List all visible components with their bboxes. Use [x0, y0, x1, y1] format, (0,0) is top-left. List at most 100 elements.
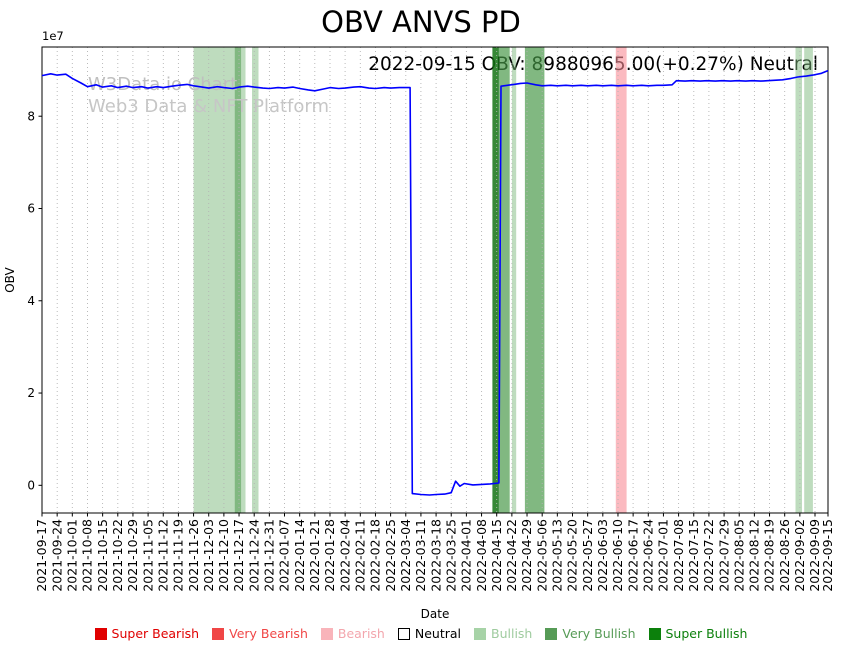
- x-tick-label: 2022-01-14: [292, 519, 307, 592]
- y-tick-label: 0: [27, 479, 35, 493]
- obv-line: [41, 69, 829, 496]
- x-tick-label: 2022-09-02: [792, 519, 807, 592]
- signal-band-very-bullish: [234, 47, 242, 513]
- signal-band-super-bullish: [492, 47, 499, 513]
- legend-item-super-bullish: Super Bullish: [648, 626, 748, 641]
- signal-legend: Super Bearish Very Bearish Bearish Neutr…: [0, 626, 842, 641]
- watermark-line2: Web3 Data & NFT Platform: [88, 96, 329, 117]
- x-tick-label: 2022-07-22: [701, 519, 716, 592]
- x-tick-label: 2022-03-25: [443, 519, 458, 592]
- signal-band-bullish: [795, 47, 802, 513]
- x-tick-label: 2022-02-25: [383, 519, 398, 592]
- x-tick-label: 2022-04-08: [474, 519, 489, 592]
- y-tick-label: 6: [27, 202, 35, 216]
- x-tick-label: 2022-01-21: [307, 519, 322, 592]
- super-bearish-swatch-icon: [94, 627, 107, 640]
- legend-label: Very Bearish: [229, 626, 308, 641]
- legend-label: Super Bearish: [111, 626, 200, 641]
- x-tick-label: 2022-02-18: [368, 519, 383, 592]
- x-tick-label: 2022-08-12: [747, 519, 762, 592]
- y-tick-label: 8: [27, 109, 35, 123]
- chart-title: OBV ANVS PD: [321, 5, 521, 39]
- x-tick-label: 2021-11-05: [140, 519, 155, 592]
- x-tick-label: 2021-12-24: [246, 519, 261, 592]
- x-tick-label: 2022-06-10: [610, 519, 625, 592]
- watermark-line1: W3Data.io Chart: [88, 74, 237, 95]
- x-tick-label: 2021-12-31: [262, 519, 277, 592]
- x-tick-label: 2022-08-19: [762, 519, 777, 592]
- legend-item-bullish: Bullish: [474, 626, 532, 641]
- x-tick-label: 2022-08-05: [731, 519, 746, 592]
- signal-band-bullish: [252, 47, 259, 513]
- x-tick-label: 2022-05-13: [550, 519, 565, 592]
- legend-item-bearish: Bearish: [320, 626, 385, 641]
- x-axis-label: Date: [421, 607, 450, 621]
- x-tick-label: 2021-11-19: [171, 519, 186, 592]
- x-tick-label: 2021-10-01: [65, 519, 80, 592]
- very-bearish-swatch-icon: [212, 627, 225, 640]
- x-tick-label: 2022-08-26: [777, 519, 792, 592]
- x-tick-label: 2022-07-29: [716, 519, 731, 592]
- x-tick-label: 2022-03-04: [398, 519, 413, 592]
- signal-band-bullish: [193, 47, 235, 513]
- x-tick-label: 2022-06-03: [595, 519, 610, 592]
- x-tick-label: 2022-01-28: [322, 519, 337, 592]
- signal-band-bullish: [241, 47, 246, 513]
- x-tick-label: 2021-11-12: [156, 519, 171, 592]
- y-axis-label: OBV: [3, 266, 17, 292]
- super-bullish-swatch-icon: [648, 627, 661, 640]
- x-tick-label: 2022-06-17: [625, 519, 640, 592]
- x-tick-label: 2022-02-04: [337, 519, 352, 592]
- y-axis-offset-text: 1e7: [42, 29, 64, 43]
- x-tick-label: 2022-09-09: [807, 519, 822, 592]
- legend-label: Neutral: [414, 626, 461, 641]
- x-tick-label: 2022-04-15: [489, 519, 504, 592]
- legend-item-very-bullish: Very Bullish: [545, 626, 636, 641]
- x-tick-label: 2022-04-29: [519, 519, 534, 592]
- y-tick-label: 4: [27, 294, 35, 308]
- legend-item-super-bearish: Super Bearish: [94, 626, 200, 641]
- x-tick-label: 2022-07-15: [686, 519, 701, 592]
- x-tick-label: 2022-04-22: [504, 519, 519, 592]
- plot-border: [41, 46, 829, 514]
- signal-band-bullish: [804, 47, 813, 513]
- legend-label: Bullish: [491, 626, 533, 641]
- signal-band-bearish: [615, 47, 627, 513]
- x-tick-label: 2022-02-11: [353, 519, 368, 592]
- legend-label: Very Bullish: [562, 626, 636, 641]
- x-tick-label: 2021-12-03: [201, 519, 216, 592]
- legend-item-very-bearish: Very Bearish: [212, 626, 308, 641]
- x-tick-label: 2021-10-15: [95, 519, 110, 592]
- x-tick-label: 2021-10-08: [80, 519, 95, 592]
- bullish-swatch-icon: [474, 627, 486, 640]
- legend-label: Bearish: [337, 626, 385, 641]
- x-tick-label: 2022-05-27: [580, 519, 595, 592]
- x-tick-label: 2022-01-07: [277, 519, 292, 592]
- x-tick-label: 2021-12-17: [231, 519, 246, 592]
- very-bullish-swatch-icon: [545, 627, 558, 640]
- x-tick-label: 2022-06-24: [641, 519, 656, 592]
- x-tick-label: 2022-03-18: [428, 519, 443, 592]
- x-tick-label: 2021-10-22: [110, 519, 125, 592]
- x-tick-label: 2022-05-20: [565, 519, 580, 592]
- y-tick-label: 2: [27, 386, 35, 400]
- x-tick-label: 2022-05-06: [534, 519, 549, 592]
- bearish-swatch-icon: [320, 627, 333, 640]
- x-tick-label: 2022-07-01: [656, 519, 671, 592]
- x-tick-label: 2021-11-26: [186, 519, 201, 592]
- signal-band-bullish: [511, 47, 517, 513]
- x-tick-label: 2021-10-29: [125, 519, 140, 592]
- legend-item-neutral: Neutral: [397, 626, 461, 641]
- x-tick-label: 2021-09-17: [34, 519, 49, 592]
- neutral-swatch-icon: [397, 627, 410, 640]
- x-tick-label: 2021-12-10: [216, 519, 231, 592]
- signal-band-very-bullish: [498, 47, 510, 513]
- x-tick-label: 2022-04-01: [459, 519, 474, 592]
- legend-label: Super Bullish: [665, 626, 748, 641]
- x-tick-label: 2021-09-24: [49, 519, 64, 592]
- latest-value-annotation: 2022-09-15 OBV: 89880965.00(+0.27%) Neut…: [368, 54, 818, 75]
- x-tick-label: 2022-03-11: [413, 519, 428, 592]
- x-tick-label: 2022-09-15: [820, 519, 835, 592]
